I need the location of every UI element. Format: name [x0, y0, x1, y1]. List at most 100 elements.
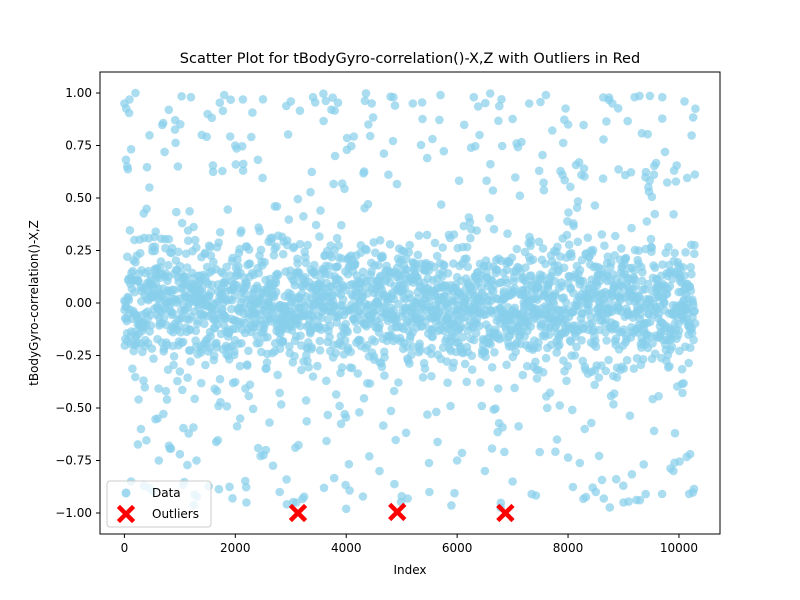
data-point — [247, 132, 256, 142]
data-point — [390, 101, 400, 110]
data-point — [316, 206, 325, 215]
data-point — [650, 263, 660, 273]
data-point — [511, 347, 520, 357]
y-axis-title: tBodyGyro-correlation()-X,Z — [27, 220, 41, 386]
data-point — [690, 319, 700, 328]
data-point — [365, 452, 374, 461]
x-tick-label: 8000 — [553, 541, 584, 555]
data-point — [375, 466, 384, 476]
data-point — [386, 406, 396, 416]
data-point — [364, 120, 373, 129]
data-point — [555, 401, 565, 410]
x-tick-label: 10000 — [660, 541, 698, 555]
data-point — [308, 372, 318, 381]
data-point — [255, 226, 264, 236]
data-point — [424, 458, 434, 468]
data-point — [334, 241, 344, 250]
data-point — [164, 234, 174, 244]
data-point — [345, 486, 354, 495]
data-point — [669, 210, 678, 219]
data-point — [611, 334, 621, 343]
data-point — [254, 338, 264, 348]
data-point — [321, 96, 331, 106]
x-tick-label: 0 — [121, 541, 129, 555]
data-point — [503, 229, 512, 238]
data-point — [343, 327, 352, 337]
data-point — [242, 280, 251, 289]
data-point — [572, 203, 582, 212]
data-point — [654, 391, 663, 401]
data-point — [427, 371, 436, 381]
data-point — [415, 345, 425, 355]
data-point — [228, 494, 237, 503]
data-point — [613, 104, 623, 113]
data-point — [123, 252, 132, 261]
data-point — [526, 322, 536, 331]
data-point — [390, 479, 399, 489]
data-point — [168, 309, 178, 318]
data-point — [574, 158, 584, 167]
data-point — [379, 149, 389, 158]
data-point — [550, 276, 559, 286]
y-tick-label: −0.75 — [55, 454, 92, 468]
data-point — [510, 383, 519, 393]
data-point — [342, 133, 352, 143]
data-point — [349, 132, 359, 141]
data-point — [629, 364, 639, 373]
data-point — [538, 271, 547, 281]
data-point — [646, 317, 655, 327]
data-point — [590, 380, 599, 390]
data-point — [552, 435, 562, 444]
data-point — [498, 423, 507, 432]
data-points-layer — [120, 88, 700, 514]
data-point — [680, 97, 689, 106]
data-point — [329, 473, 339, 483]
data-point — [226, 95, 235, 104]
data-point — [235, 414, 245, 423]
data-point — [473, 102, 483, 111]
data-point — [160, 147, 169, 157]
data-point — [643, 279, 653, 289]
data-point — [359, 394, 369, 403]
data-point — [541, 90, 551, 100]
data-point — [140, 383, 150, 392]
data-point — [469, 335, 479, 345]
data-point — [518, 370, 528, 380]
data-point — [555, 340, 564, 350]
data-point — [609, 389, 619, 398]
data-point — [607, 258, 616, 267]
data-point — [469, 92, 479, 102]
data-point — [665, 361, 674, 371]
data-point — [408, 99, 418, 108]
data-point — [293, 259, 302, 268]
data-point — [425, 487, 434, 497]
data-point — [561, 298, 571, 307]
data-point — [512, 244, 522, 254]
data-point — [541, 353, 551, 363]
data-point — [389, 92, 398, 102]
data-point — [577, 336, 586, 345]
data-point — [206, 332, 215, 341]
data-point — [534, 282, 543, 291]
data-point — [263, 332, 272, 342]
data-point — [371, 248, 380, 257]
data-point — [184, 429, 193, 438]
data-point — [428, 332, 438, 342]
data-point — [485, 89, 495, 98]
data-point — [310, 260, 319, 270]
data-point — [502, 360, 511, 370]
y-tick-label: −0.25 — [55, 349, 92, 363]
data-point — [365, 131, 375, 141]
data-point — [636, 310, 645, 319]
data-point — [548, 126, 557, 135]
data-point — [244, 346, 253, 356]
data-point — [225, 132, 235, 141]
data-point — [688, 113, 698, 122]
data-point — [128, 364, 137, 374]
data-point — [338, 295, 348, 304]
data-point — [313, 361, 322, 371]
data-point — [432, 407, 441, 417]
data-point — [139, 376, 148, 385]
data-point — [142, 436, 151, 445]
data-point — [164, 105, 174, 115]
